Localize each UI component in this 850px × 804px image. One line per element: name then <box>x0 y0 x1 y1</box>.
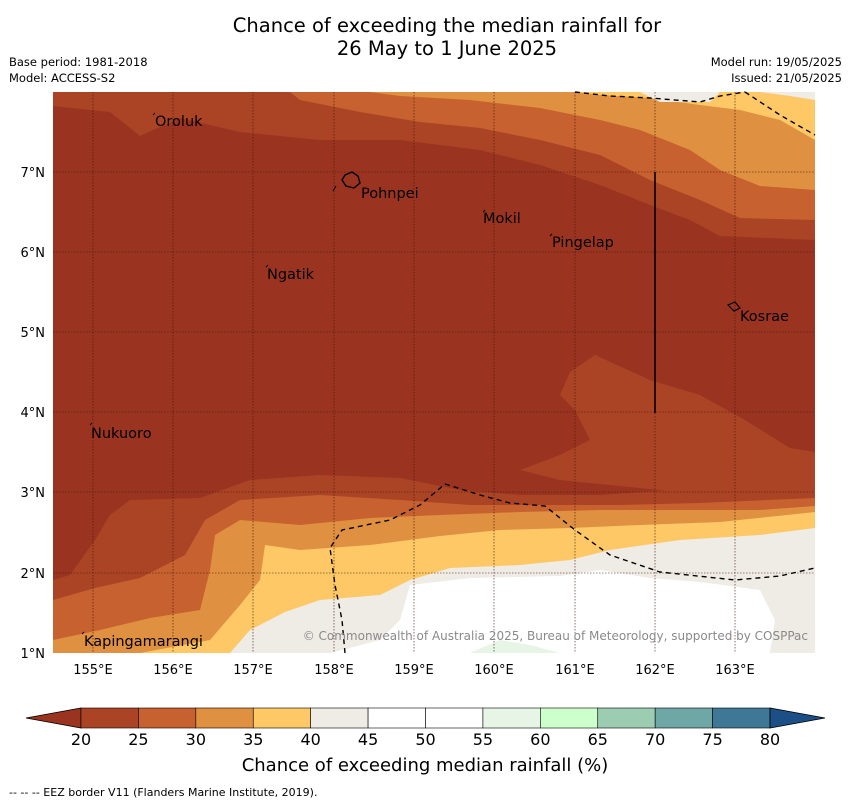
place-ngatik: Ngatik <box>267 267 315 283</box>
eez-legend-note: -- -- -- EEZ border V11 (Flanders Marine… <box>9 786 318 799</box>
colorbar-label: Chance of exceeding median rainfall (%) <box>241 755 609 776</box>
colorbar-segment <box>310 707 369 729</box>
model-name: Model: ACCESS-S2 <box>9 71 116 85</box>
issued-date: Issued: 21/05/2025 <box>731 71 842 85</box>
colorbar-segment <box>195 707 254 729</box>
colorbar-tick-label: 80 <box>760 730 780 749</box>
lon-tick: 161°E <box>555 663 595 678</box>
colorbar-tick-label: 65 <box>588 730 608 749</box>
colorbar-segment <box>540 707 599 729</box>
place-nukuoro: Nukuoro <box>91 426 152 442</box>
colorbar-segment <box>367 707 426 729</box>
colorbar-segment <box>138 707 197 729</box>
kosrae-island-outline <box>726 301 741 312</box>
probability-fill <box>53 92 815 653</box>
lat-tick: 3°N <box>21 486 46 501</box>
latitude-axis: 7°N 6°N 5°N 4°N 3°N 2°N 1°N <box>21 166 46 662</box>
place-pohnpei: Pohnpei <box>361 186 419 202</box>
colorbar-tick-label: 25 <box>128 730 148 749</box>
colorbar-tick-label: 60 <box>530 730 550 749</box>
ant-atoll-mark <box>332 185 337 192</box>
lon-tick: 163°E <box>715 663 755 678</box>
place-mokil: Mokil <box>483 211 521 227</box>
lon-tick: 159°E <box>394 663 434 678</box>
colorbar-segment <box>252 707 311 729</box>
lon-tick: 157°E <box>233 663 273 678</box>
lon-tick: 162°E <box>635 663 675 678</box>
colorbar-tick-label: 30 <box>186 730 206 749</box>
eez-border <box>329 91 816 654</box>
colorbar-tick-label: 55 <box>473 730 493 749</box>
place-kapingamarangi: Kapingamarangi <box>84 634 203 650</box>
lon-tick: 155°E <box>73 663 113 678</box>
colorbar-tick-label: 75 <box>702 730 722 749</box>
model-run: Model run: 19/05/2025 <box>710 55 842 69</box>
colorbar-segment <box>425 707 484 729</box>
atoll-marks <box>81 112 553 635</box>
place-oroluk: Oroluk <box>155 114 203 130</box>
lon-tick: 158°E <box>314 663 354 678</box>
colorbar-segment <box>482 707 541 729</box>
colorbar-extension-low <box>25 707 82 729</box>
lat-tick: 5°N <box>21 326 46 341</box>
lat-tick: 4°N <box>21 406 46 421</box>
lat-tick: 2°N <box>21 567 46 582</box>
lat-tick: 6°N <box>21 246 46 261</box>
colorbar: 20 25 30 35 40 45 50 55 60 65 70 75 80 <box>25 707 826 749</box>
colorbar-segment <box>80 707 139 729</box>
colorbar-tick-label: 40 <box>300 730 320 749</box>
colorbar-tick-label: 45 <box>358 730 378 749</box>
colorbar-segment <box>654 707 713 729</box>
place-kosrae: Kosrae <box>740 309 789 325</box>
lat-tick: 7°N <box>21 166 46 181</box>
map-title-line2: 26 May to 1 June 2025 <box>336 37 558 60</box>
copyright-notice: © Commonwealth of Australia 2025, Bureau… <box>303 629 808 643</box>
lon-tick: 156°E <box>153 663 193 678</box>
colorbar-tick-label: 35 <box>243 730 263 749</box>
lon-tick: 160°E <box>474 663 514 678</box>
colorbar-tick-label: 70 <box>645 730 665 749</box>
map-title-line1: Chance of exceeding the median rainfall … <box>232 14 662 37</box>
longitude-axis: 155°E 156°E 157°E 158°E 159°E 160°E 161°… <box>73 663 755 678</box>
colorbar-tick-label: 50 <box>415 730 435 749</box>
colorbar-segment <box>712 707 771 729</box>
lat-tick: 1°N <box>21 647 46 662</box>
place-pingelap: Pingelap <box>552 235 614 251</box>
pohnpei-island-outline <box>341 171 361 189</box>
colorbar-extension-high <box>769 707 826 729</box>
colorbar-tick-label: 20 <box>71 730 91 749</box>
base-period: Base period: 1981-2018 <box>9 55 148 69</box>
colorbar-segment <box>597 707 656 729</box>
